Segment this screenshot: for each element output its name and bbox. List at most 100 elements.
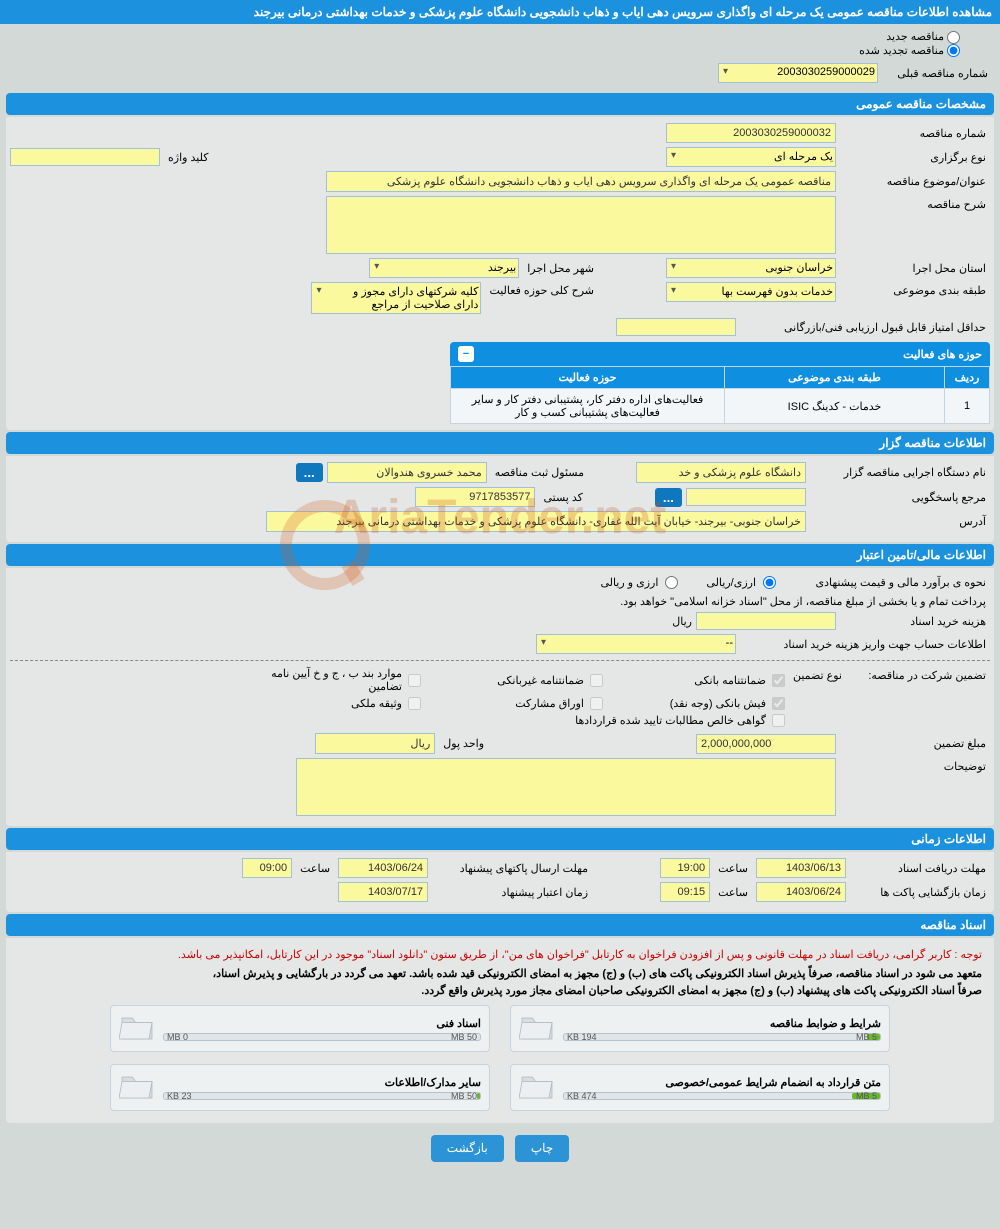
- col-scope: حوزه فعالیت: [451, 367, 725, 389]
- cb-bonds[interactable]: [590, 697, 603, 710]
- hold-type-select[interactable]: یک مرحله ای: [666, 147, 836, 167]
- cb-bank-guarantee[interactable]: [772, 674, 785, 687]
- collapse-icon[interactable]: −: [458, 346, 474, 362]
- province-label: استان محل اجرا: [840, 260, 990, 277]
- open-date: 1403/06/24: [756, 882, 846, 902]
- section-docs-header: اسناد مناقصه: [6, 914, 994, 936]
- folder-icon: [119, 1012, 155, 1045]
- guarantee-type-label: نوع تضمین: [789, 667, 846, 684]
- registrar-lookup-button[interactable]: ...: [296, 463, 323, 482]
- section-organizer-header: اطلاعات مناقصه گزار: [6, 432, 994, 454]
- file-title: سایر مدارک/اطلاعات: [163, 1076, 481, 1089]
- docs-panel: توجه : کاربر گرامی، دریافت اسناد در مهلت…: [6, 938, 994, 1123]
- notes-field: [296, 758, 836, 816]
- activities-title-text: حوزه های فعالیت: [903, 348, 982, 361]
- open-label: زمان بازگشایی پاکت ها: [850, 884, 990, 901]
- receive-label: مهلت دریافت اسناد: [850, 860, 990, 877]
- cb-cash[interactable]: [772, 697, 785, 710]
- min-score-label: حداقل امتیاز قابل قبول ارزیابی فنی/بازرگ…: [740, 319, 990, 336]
- registrar-field: محمد خسروی هندوالان: [327, 462, 487, 483]
- account-select[interactable]: --: [536, 634, 736, 654]
- number-label: شماره مناقصه: [840, 125, 990, 142]
- notice-b1: متعهد می شود در اسناد مناقصه، صرفاً پذیر…: [10, 965, 990, 982]
- desc-label: شرح مناقصه: [840, 196, 990, 213]
- unit-field: ریال: [315, 733, 435, 754]
- category-select[interactable]: خدمات بدون فهرست بها: [666, 282, 836, 302]
- folder-icon: [119, 1071, 155, 1104]
- scope-select[interactable]: کلیه شرکتهای دارای مجوز و دارای صلاحیت ا…: [311, 282, 481, 314]
- folder-icon: [519, 1012, 555, 1045]
- registrar-label: مسئول ثبت مناقصه: [491, 464, 588, 481]
- file-card[interactable]: متن قرارداد به انضمام شرایط عمومی/خصوصی5…: [510, 1064, 890, 1111]
- keyword-label: کلید واژه: [164, 149, 212, 166]
- guarantee-label: تضمین شرکت در مناقصه:: [850, 667, 990, 684]
- send-time: 09:00: [242, 858, 292, 878]
- amount-field: 2,000,000,000: [696, 734, 836, 754]
- number-field: 2003030259000032: [666, 123, 836, 143]
- general-panel: شماره مناقصه 2003030259000032 نوع برگزار…: [6, 117, 994, 430]
- scope-label: شرح کلی حوزه فعالیت: [485, 282, 598, 299]
- validity-label: زمان اعتبار پیشنهاد: [432, 884, 592, 901]
- city-select[interactable]: بیرجند: [369, 258, 519, 278]
- files-row-2: متن قرارداد به انضمام شرایط عمومی/خصوصی5…: [10, 1058, 990, 1117]
- section-general-header: مشخصات مناقصه عمومی: [6, 93, 994, 115]
- section-schedule-header: اطلاعات زمانی: [6, 828, 994, 850]
- amount-label: مبلغ تضمین: [840, 735, 990, 752]
- cb-nonbank[interactable]: [590, 674, 603, 687]
- tender-type-row: مناقصه جدید مناقصه تجدید شده: [0, 24, 1000, 63]
- address-label: آدرس: [810, 513, 990, 530]
- cb6-label: وثیقه ملکی: [351, 697, 402, 710]
- prev-number-select[interactable]: 2003030259000029: [718, 63, 878, 83]
- hour-label-3: ساعت: [714, 884, 752, 901]
- file-gauge: 50 MB0 MB: [163, 1033, 481, 1041]
- cell-n: 1: [945, 389, 990, 424]
- cb-property[interactable]: [408, 697, 421, 710]
- estimate-label: نحوه ی برآورد مالی و قیمت پیشنهادی: [780, 574, 990, 591]
- file-title: اسناد فنی: [163, 1017, 481, 1030]
- page-title: مشاهده اطلاعات مناقصه عمومی یک مرحله ای …: [0, 0, 1000, 24]
- cb-clauses[interactable]: [408, 674, 421, 687]
- doc-fee-field: [696, 612, 836, 630]
- cell-scope: فعالیت‌های اداره دفتر کار، پشتیبانی دفتر…: [451, 389, 725, 424]
- province-select[interactable]: خراسان جنوبی: [666, 258, 836, 278]
- file-card[interactable]: اسناد فنی 50 MB0 MB: [110, 1005, 490, 1052]
- col-row: ردیف: [945, 367, 990, 389]
- radio-new-tender[interactable]: [947, 31, 960, 44]
- reply-lookup-button[interactable]: ...: [655, 488, 682, 507]
- open-time: 09:15: [660, 882, 710, 902]
- account-label: اطلاعات حساب جهت واریز هزینه خرید اسناد: [740, 636, 990, 653]
- cell-cat: خدمات - کدینگ ISIC: [725, 389, 945, 424]
- files-row-1: شرایط و ضوابط مناقصه5 MB194 KB اسناد فنی 5…: [10, 999, 990, 1058]
- organizer-panel: نام دستگاه اجرایی مناقصه گزار دانشگاه عل…: [6, 456, 994, 542]
- postal-label: کد پستی: [539, 489, 586, 506]
- guarantee-checkboxes: ضمانتنامه بانکی ضمانتنامه غیربانکی موارد…: [69, 667, 785, 727]
- table-row: 1 خدمات - کدینگ ISIC فعالیت‌های اداره دف…: [451, 389, 990, 424]
- hold-type-label: نوع برگزاری: [840, 149, 990, 166]
- file-card[interactable]: سایر مدارک/اطلاعات50 MB23 KB: [110, 1064, 490, 1111]
- schedule-panel: مهلت دریافت اسناد 1403/06/13 ساعت 19:00 …: [6, 852, 994, 912]
- cb7-label: گواهی خالص مطالبات تایید شده قراردادها: [575, 714, 766, 727]
- subject-field: مناقصه عمومی یک مرحله ای واگذاری سرویس د…: [326, 171, 836, 192]
- subject-label: عنوان/موضوع مناقصه: [840, 173, 990, 190]
- cb-receivables[interactable]: [772, 714, 785, 727]
- radio-currency[interactable]: [665, 576, 678, 589]
- treasury-note: پرداخت تمام و یا بخشی از مبلغ مناقصه، از…: [620, 595, 990, 608]
- file-card[interactable]: شرایط و ضوابط مناقصه5 MB194 KB: [510, 1005, 890, 1052]
- cb4-label: فیش بانکی (وجه نقد): [670, 697, 766, 710]
- radio-renewed-tender[interactable]: [947, 44, 960, 57]
- cb2-label: ضمانتنامه غیربانکی: [497, 674, 584, 687]
- send-label: مهلت ارسال پاکتهای پیشنهاد: [432, 860, 592, 877]
- org-label: نام دستگاه اجرایی مناقصه گزار: [810, 464, 990, 481]
- keyword-field: [10, 148, 160, 166]
- section-financial-header: اطلاعات مالی/تامین اعتبار: [6, 544, 994, 566]
- reply-label: مرجع پاسخگویی: [810, 489, 990, 506]
- notice-b2: صرفاً اسناد الکترونیکی پاکت های پیشنهاد …: [10, 982, 990, 999]
- city-label: شهر محل اجرا: [523, 260, 598, 277]
- radio-currency-label: ارزی و ریالی: [600, 576, 658, 589]
- radio-rial-label: ارزی/ریالی: [706, 576, 756, 589]
- radio-rial[interactable]: [763, 576, 776, 589]
- print-button[interactable]: چاپ: [515, 1135, 569, 1162]
- reply-field: [686, 488, 806, 506]
- button-row: چاپ بازگشت: [0, 1123, 1000, 1174]
- back-button[interactable]: بازگشت: [431, 1135, 504, 1162]
